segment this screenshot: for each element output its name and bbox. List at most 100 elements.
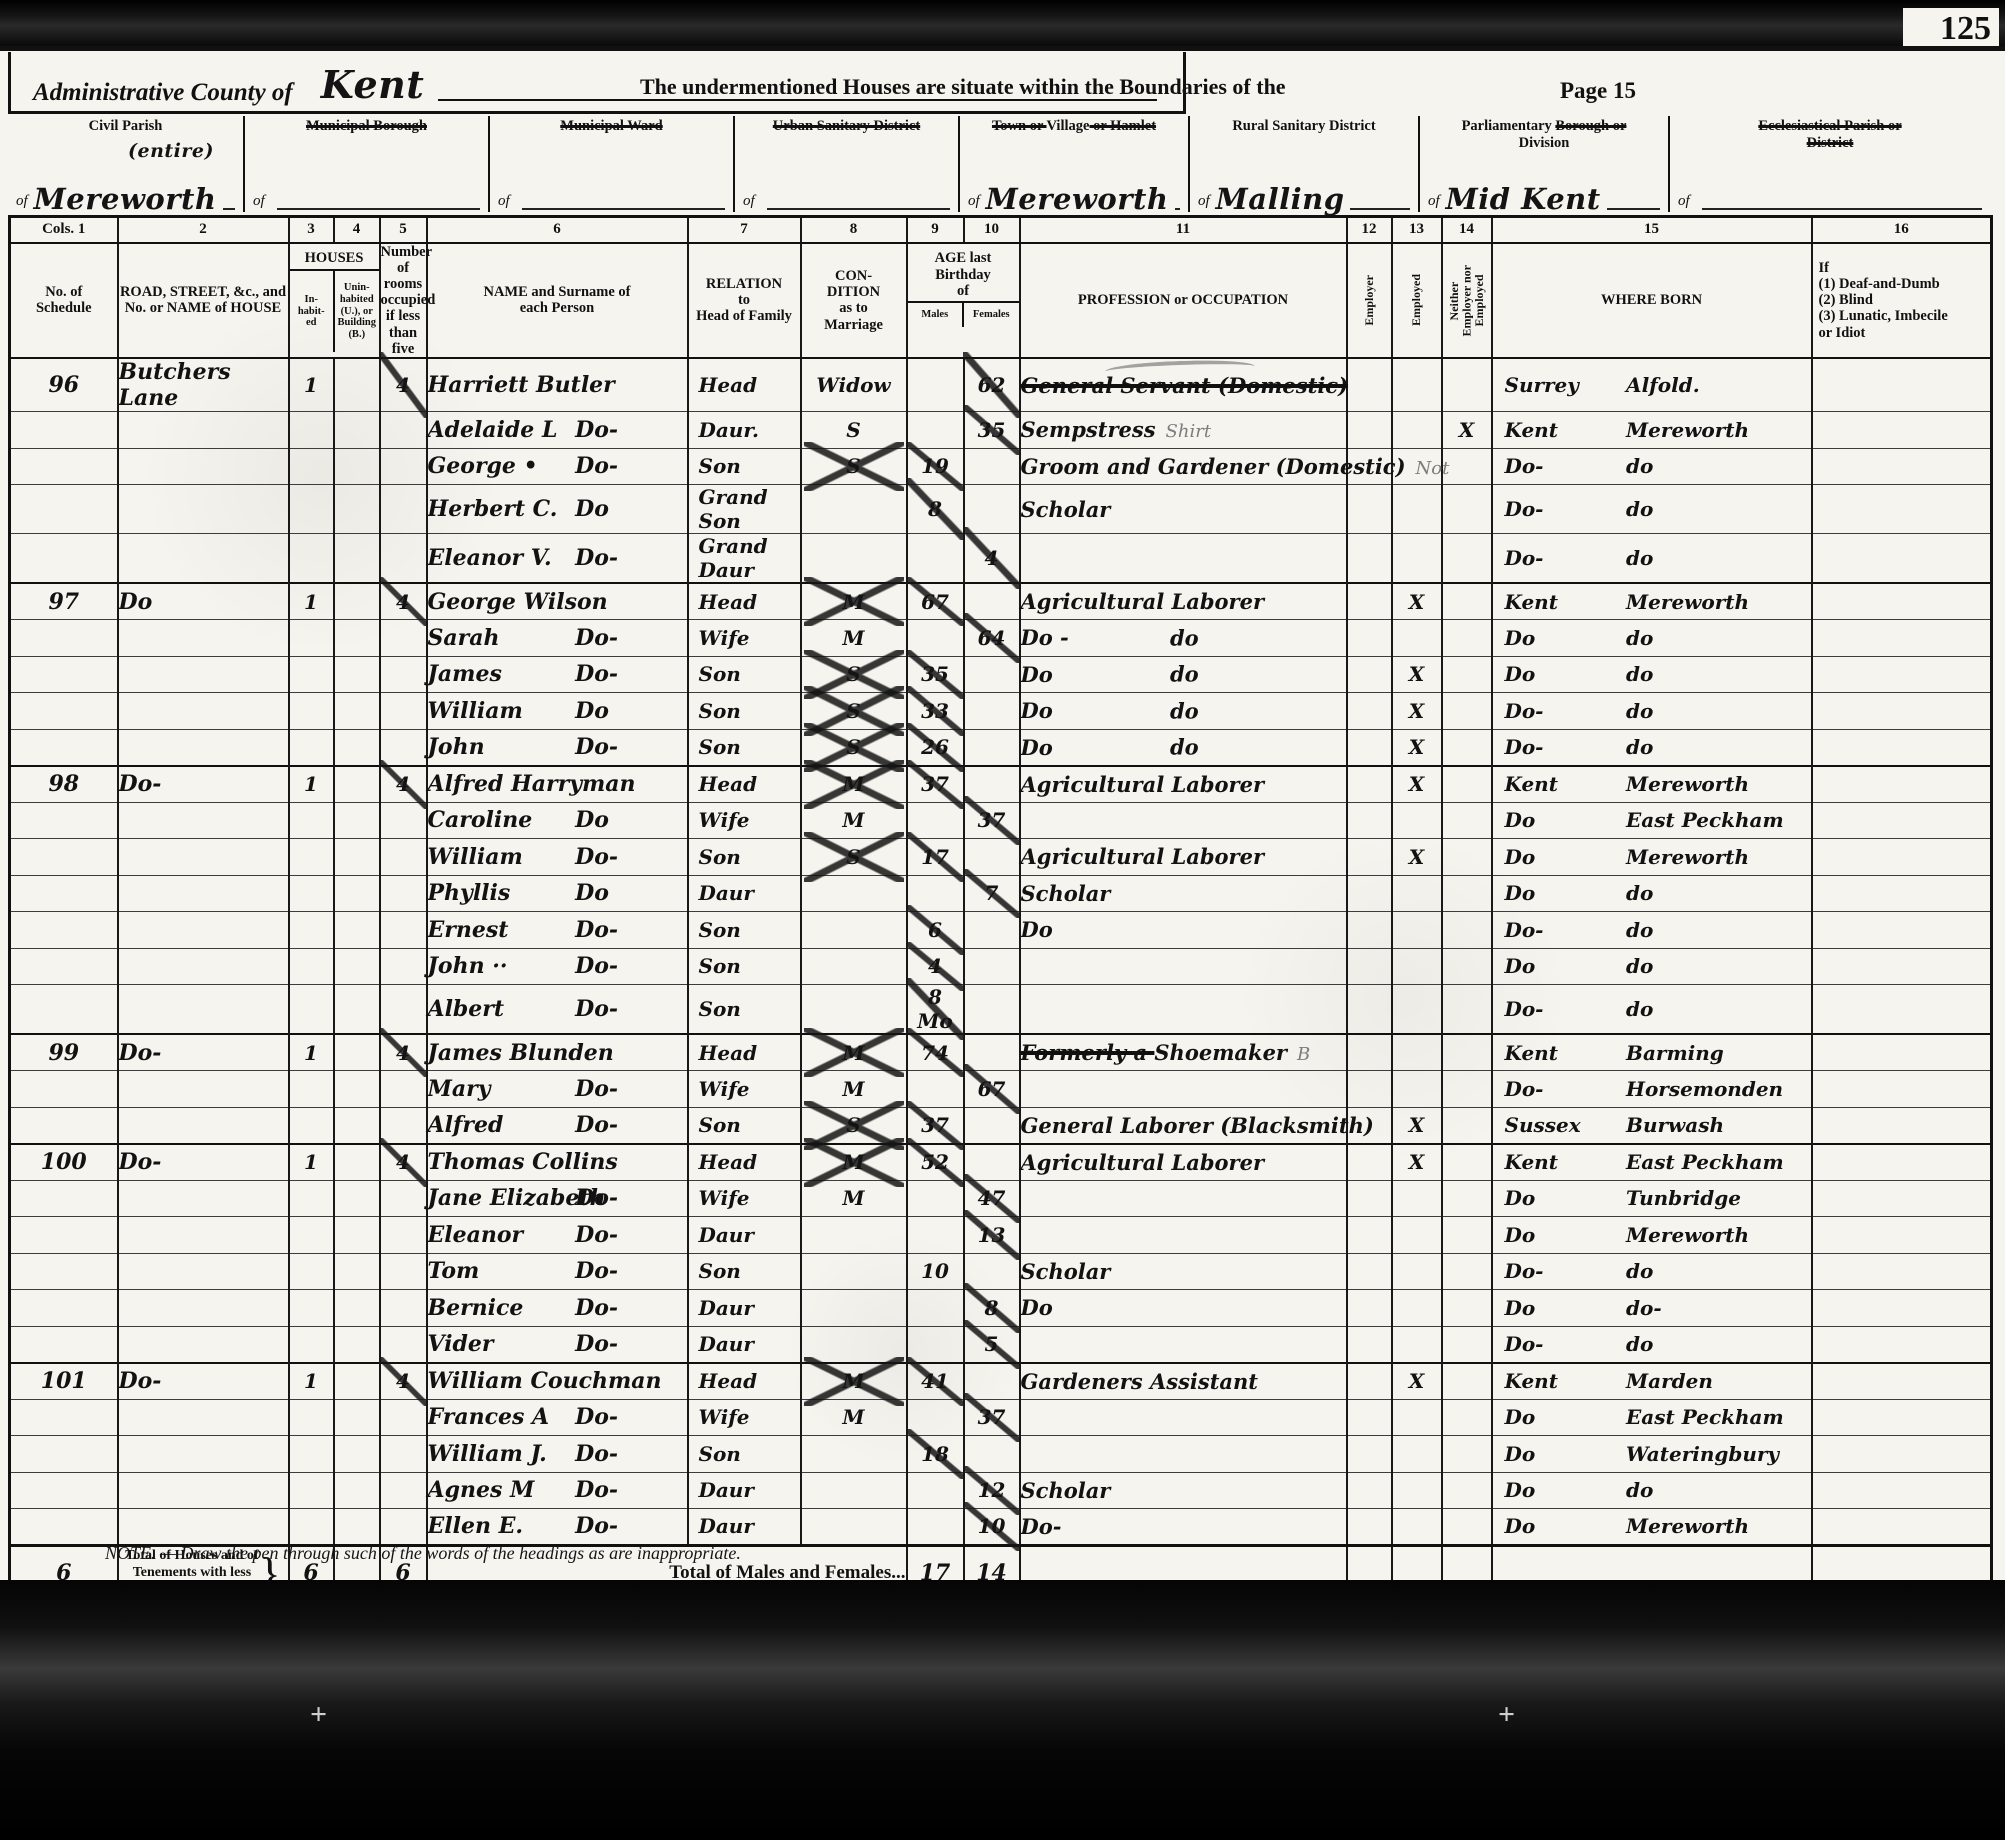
cell-employer	[1345, 1216, 1393, 1254]
cell-uninhabited	[332, 1289, 381, 1327]
cell-rooms	[378, 802, 428, 840]
cell-schedule	[8, 1253, 119, 1291]
person-given-name: James	[427, 661, 502, 688]
born-county: Kent	[1504, 1150, 1558, 1175]
cell-rooms: 4	[378, 352, 428, 419]
cell-employed	[1390, 1399, 1443, 1437]
cell-neither	[1440, 533, 1493, 584]
cell-where-born: Kent Mereworth	[1490, 764, 1813, 803]
cell-age-female: 35	[962, 405, 1021, 455]
cell-infirmities	[1810, 484, 1993, 535]
cell-neither	[1440, 875, 1493, 913]
cell-neither	[1440, 1107, 1493, 1145]
cell-road	[116, 411, 290, 449]
cell-occupation	[1018, 1435, 1348, 1473]
cell-neither	[1440, 1289, 1493, 1327]
cell-age-female: 47	[962, 1173, 1021, 1224]
person-ditto-surname: Do-	[575, 1258, 619, 1285]
column-number-row: Cols. 1 2 3 4 5 6 7 8 9 10 11 12 13 14 15 16	[8, 216, 1993, 244]
cell-infirmities	[1810, 1033, 1993, 1072]
admin-underline	[438, 98, 1157, 101]
cell-neither	[1440, 692, 1493, 730]
person-given-name: Agnes M	[427, 1477, 535, 1504]
born-county: Do-	[1504, 1332, 1544, 1357]
cell-where-born: Do-do	[1490, 1253, 1813, 1291]
person-row: Bernice Do- Daur 8 Do Do do-	[8, 1283, 1993, 1333]
born-county: Kent	[1504, 417, 1558, 442]
cell-relation: Daur	[686, 875, 802, 913]
cell-occupation: Do do	[1018, 692, 1348, 730]
cell-neither	[1440, 984, 1493, 1035]
of-label: of	[743, 193, 755, 209]
person-given-name: Ernest	[427, 916, 509, 943]
cell-inhabited	[287, 692, 335, 730]
cell-inhabited	[287, 838, 335, 876]
cell-age-female	[962, 484, 1021, 535]
cell-relation: Daur	[686, 1289, 802, 1327]
cell-where-born: Sussex Burwash	[1490, 1107, 1813, 1145]
cell-road	[116, 1435, 290, 1473]
cell-relation: Wife	[686, 1399, 802, 1437]
cell-rooms	[378, 619, 428, 657]
born-place: do	[1626, 1332, 1654, 1357]
cell-rooms	[378, 1070, 428, 1108]
person-ditto-surname: Do-	[575, 1221, 619, 1248]
cell-where-born: Do do	[1490, 656, 1813, 694]
born-county: Do	[1504, 1186, 1536, 1211]
occupation-text: Scholar	[1020, 1258, 1111, 1284]
column-number: 12	[1345, 216, 1393, 244]
pencil-annotation: B	[1297, 1044, 1311, 1066]
cell-condition: S	[799, 411, 908, 449]
cell-where-born: Do Wateringbury	[1490, 1435, 1813, 1473]
cell-road	[116, 1326, 290, 1364]
cell-inhabited	[287, 984, 335, 1035]
cell-age-male	[905, 1472, 965, 1510]
footnote: NOTE. — Draw the pen through such of the…	[105, 1543, 741, 1563]
cell-occupation: Sempstress Shirt	[1018, 411, 1348, 449]
header-condition: CON- DITION as to Marriage	[799, 242, 908, 360]
born-county: Do-	[1504, 917, 1544, 942]
occupation-text: Do	[1020, 661, 1053, 687]
cell-schedule: 101	[8, 1361, 119, 1400]
cell-name: Herbert C. Do	[425, 484, 689, 535]
cell-infirmities	[1810, 1435, 1993, 1473]
cell-where-born: Do-do	[1490, 911, 1813, 949]
district-value-note: (entire)	[128, 140, 214, 162]
cell-occupation: Do	[1018, 1289, 1348, 1327]
cell-relation: Daur	[686, 1472, 802, 1510]
cell-age-female	[962, 1033, 1021, 1072]
born-county: Do	[1504, 808, 1536, 833]
cell-occupation: Agricultural Laborer	[1018, 838, 1348, 876]
cell-employed: X	[1390, 764, 1443, 803]
column-number: 2	[116, 216, 290, 244]
page-number: Page 15	[1560, 78, 1637, 103]
cell-condition: S	[799, 1100, 908, 1150]
cell-rooms	[378, 1253, 428, 1291]
cell-uninhabited	[332, 838, 381, 876]
column-number: 5	[378, 216, 428, 244]
cell-inhabited	[287, 656, 335, 694]
cell-age-female	[962, 448, 1021, 486]
born-county: Do	[1504, 1295, 1536, 1320]
cell-uninhabited	[332, 1033, 381, 1072]
person-given-name: Albert	[427, 996, 505, 1023]
cell-schedule	[8, 484, 119, 535]
cell-infirmities	[1810, 1107, 1993, 1145]
person-given-name: Herbert C.	[427, 496, 558, 523]
cell-neither	[1440, 357, 1493, 413]
admin-county-label: Administrative County of	[33, 79, 293, 106]
cell-age-male	[905, 1070, 965, 1108]
cell-infirmities	[1810, 1142, 1993, 1181]
person-ditto-surname: Do	[575, 880, 609, 907]
header-relation: RELATION to Head of Family	[686, 242, 802, 360]
cell-occupation	[1018, 533, 1348, 584]
district-cell: Municipal Borough of	[245, 116, 490, 212]
cell-employer	[1345, 1435, 1393, 1473]
cell-name: Bernice Do-	[425, 1289, 689, 1327]
cell-schedule: 96	[8, 357, 119, 413]
person-row: Jane Elizabeth Do- Wife M 47 Do Tunbridge	[8, 1173, 1993, 1224]
person-ditto-surname: Do-	[575, 453, 619, 480]
person-row: Agnes M Do- Daur 12 Scholar Do do	[8, 1465, 1993, 1516]
born-place: Burwash	[1626, 1113, 1725, 1138]
column-number: Cols. 1	[8, 216, 119, 244]
